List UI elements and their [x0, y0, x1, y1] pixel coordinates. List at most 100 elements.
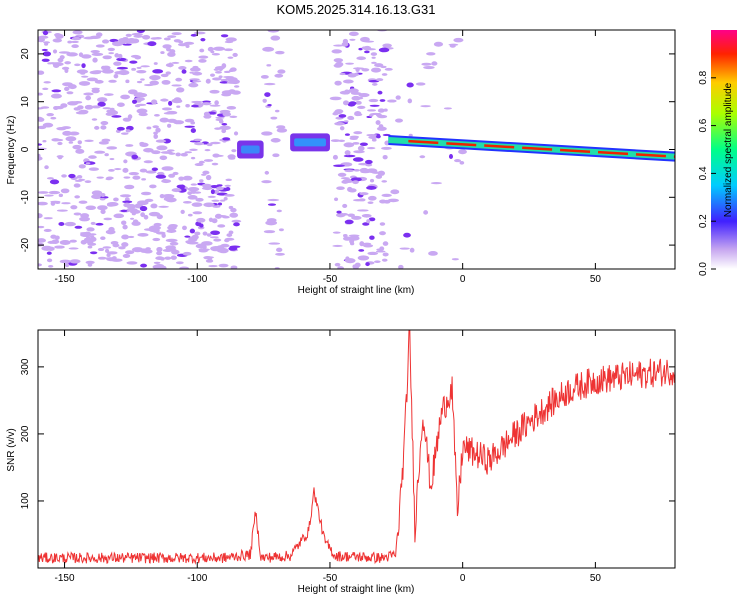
- spectrogram-noise-cell: [353, 131, 363, 135]
- spectrogram-noise-cell: [83, 36, 95, 40]
- snr-y-label: SNR (v/v): [6, 428, 17, 471]
- spectrogram-noise-cell: [419, 155, 426, 159]
- spectrogram-noise-cell: [352, 142, 360, 145]
- spectrogram-noise-cell: [183, 201, 192, 204]
- spectrogram-noise-cell: [216, 184, 223, 187]
- spectrogram-noise-cell: [228, 157, 236, 160]
- spectrogram-noise-cell: [374, 63, 384, 68]
- spectrogram-noise-cell: [38, 225, 45, 229]
- spectrogram-noise-cell: [102, 246, 112, 249]
- spectrogram-noise-cell: [362, 244, 374, 248]
- spectrogram-noise-cell: [78, 200, 88, 204]
- spectrogram-noise-cell: [366, 185, 377, 190]
- spectrogram-noise-cell: [353, 169, 360, 172]
- spectrogram-noise-cell: [272, 153, 280, 158]
- spectrogram-noise-cell: [184, 125, 195, 128]
- spectrogram-noise-cell: [356, 56, 367, 61]
- spectrogram-noise-cell: [83, 92, 94, 96]
- spectrogram-noise-cell: [100, 209, 106, 215]
- spectrogram-noise-cell: [276, 247, 283, 253]
- spectrogram-noise-cell: [122, 43, 132, 46]
- colorbar-gradient: [711, 30, 737, 269]
- spectrogram-noise-cell: [128, 171, 140, 176]
- spectrogram-noise-cell: [228, 230, 234, 235]
- spectrogram-noise-cell: [206, 143, 213, 147]
- colorbar-ticks: 0.0 0.2 0.4 0.6 0.8: [698, 70, 716, 276]
- spectrogram-noise-cell: [227, 56, 234, 59]
- spectrogram-noise-cell: [229, 115, 238, 119]
- spectrogram-noise-cell: [225, 77, 235, 81]
- spectrogram-noise-cell: [108, 168, 115, 172]
- spectrogram-noise-cell: [352, 157, 364, 162]
- spectrogram-noise-cell: [132, 219, 139, 224]
- spectrogram-noise-cell: [44, 194, 54, 197]
- spectrogram-noise-cell: [219, 109, 231, 114]
- spectrogram-noise-cell: [267, 30, 280, 33]
- spectrogram-noise-cell: [221, 63, 227, 69]
- spectrogram-noise-cell: [205, 259, 214, 263]
- spectrogram-noise-cell: [224, 238, 230, 243]
- spectrogram-noise-cell: [342, 100, 349, 106]
- spectrogram-noise-cell: [123, 159, 128, 164]
- x-tick-label: 0: [460, 274, 466, 285]
- spectrogram-noise-cell: [143, 160, 153, 164]
- spectrogram-noise-cell: [433, 41, 444, 47]
- spectrogram-noise-cell: [344, 133, 350, 136]
- spectrogram-noise-cell: [176, 87, 185, 93]
- spectrogram-noise-cell: [202, 170, 210, 175]
- spectrogram-noise-cell: [152, 125, 159, 129]
- x-tick-label: -100: [187, 274, 207, 285]
- spectrogram-noise-cell: [218, 75, 223, 79]
- spectrogram-noise-cell: [165, 63, 174, 68]
- spectrogram-noise-cell: [51, 239, 60, 244]
- spectrogram-noise-cell: [223, 75, 234, 79]
- spectrogram-noise-cell: [223, 70, 231, 74]
- spectrogram-noise-cell: [379, 222, 386, 226]
- spectrogram-noise-cell: [334, 121, 345, 126]
- spectrogram-noise-cell: [369, 178, 375, 183]
- spectrogram-noise-cell: [55, 33, 64, 39]
- spectrogram-noise-cell: [191, 104, 199, 108]
- spectrogram-noise-cell: [122, 167, 129, 173]
- spectrogram-noise-cell: [349, 137, 358, 140]
- spectrogram-noise-cell: [361, 68, 370, 72]
- spectrogram-noise-cell: [48, 190, 61, 195]
- spectrogram-noise-cell: [275, 50, 285, 55]
- y-tick-label: -20: [20, 237, 31, 252]
- spectrogram-noise-cell: [131, 67, 137, 71]
- spectrogram-noise-cell: [125, 79, 130, 84]
- spectrogram-noise-cell: [359, 93, 369, 97]
- spectrogram-noise-cell: [223, 193, 235, 197]
- spectrogram-noise-cell: [202, 244, 207, 250]
- spectrogram-noise-cell: [162, 194, 175, 199]
- x-tick-label: -50: [323, 274, 338, 285]
- spectrogram-noise-cell: [343, 234, 348, 238]
- spectrogram-noise-cell: [112, 41, 123, 47]
- spectrogram-noise-cell: [163, 37, 171, 41]
- spectrogram-noise-cell: [359, 142, 368, 146]
- spectrogram-noise-cell: [38, 143, 43, 146]
- spectrogram-noise-cell: [233, 222, 240, 227]
- spectrogram-noise-cell: [449, 44, 456, 48]
- colorbar-label: Normalized spectral amplitude: [723, 82, 734, 217]
- snr-panel: -150 -100 -50 0 50 100 200 300 Height of strai…: [6, 329, 676, 595]
- spectrogram-noise-cell: [167, 51, 176, 57]
- spectrogram-noise-cell: [368, 114, 374, 117]
- spectrogram-noise-cell: [136, 69, 147, 74]
- spectrogram-noise-cell: [208, 217, 214, 222]
- spectrogram-noise-cell: [344, 219, 354, 225]
- spectrogram-noise-cell: [122, 200, 133, 204]
- spectrogram-noise-cell: [124, 184, 135, 190]
- x-tick-label: -50: [323, 573, 338, 584]
- spectrogram-noise-cell: [454, 158, 461, 163]
- spectrogram-noise-cell: [211, 199, 220, 202]
- spectrogram-noise-cell: [94, 79, 104, 84]
- spectrogram-noise-cell: [190, 33, 198, 37]
- spectrogram-noise-cell: [459, 161, 465, 165]
- spectrogram-noise-cell: [50, 116, 57, 120]
- spectrogram-noise-cell: [140, 65, 150, 68]
- spectrogram-noise-cell: [347, 115, 354, 120]
- spectrogram-noise-cell: [263, 230, 276, 234]
- spectrogram-noise-cell: [152, 82, 159, 85]
- spectrogram-noise-cell: [61, 174, 67, 178]
